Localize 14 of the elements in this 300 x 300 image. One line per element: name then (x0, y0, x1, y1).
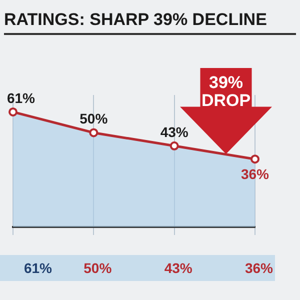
point (89, 128, 98, 138)
text: 61% (6, 90, 36, 106)
data-label: 61% (24, 260, 53, 276)
text: 39% DROP (200, 73, 252, 110)
chart-title: RATINGS: SHARP 39% DECLINE (4, 10, 296, 35)
text: 50% (80, 110, 108, 127)
text: 43% (160, 124, 188, 140)
text: 36% (240, 166, 270, 182)
point (8, 107, 18, 116)
point (250, 154, 260, 164)
data-label: 36% (244, 260, 274, 276)
point (170, 141, 179, 150)
data-label: 43% (164, 260, 193, 276)
data-label: 50% (84, 260, 112, 276)
